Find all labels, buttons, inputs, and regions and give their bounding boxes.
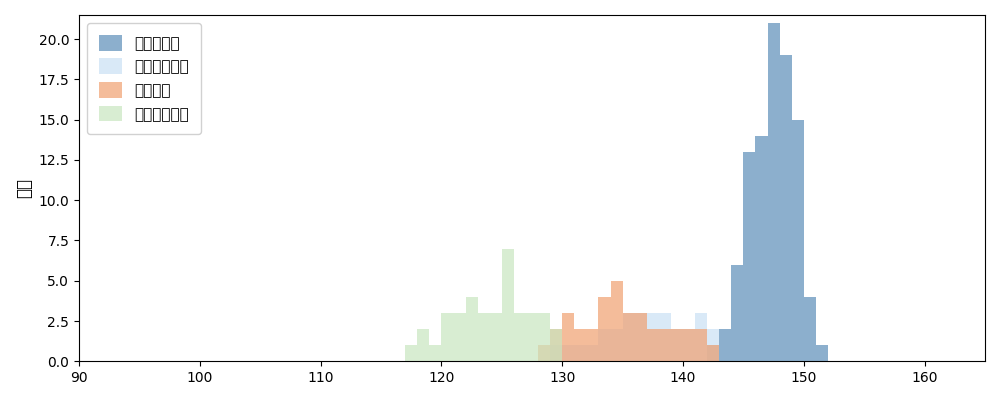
- Bar: [611, 281, 623, 361]
- Bar: [562, 345, 574, 361]
- Bar: [671, 329, 683, 361]
- Bar: [780, 55, 792, 361]
- Bar: [635, 313, 647, 361]
- Bar: [586, 345, 598, 361]
- Bar: [514, 313, 526, 361]
- Bar: [441, 313, 453, 361]
- Bar: [598, 297, 611, 361]
- Bar: [647, 313, 659, 361]
- Bar: [695, 313, 707, 361]
- Bar: [611, 329, 623, 361]
- Bar: [623, 313, 635, 361]
- Bar: [417, 329, 429, 361]
- Bar: [731, 265, 743, 361]
- Bar: [586, 329, 598, 361]
- Bar: [598, 329, 611, 361]
- Bar: [466, 297, 478, 361]
- Bar: [538, 313, 550, 361]
- Legend: ストレート, カットボール, フォーク, パワーカーブ: ストレート, カットボール, フォーク, パワーカーブ: [87, 23, 201, 134]
- Bar: [623, 313, 635, 361]
- Bar: [707, 345, 719, 361]
- Bar: [755, 136, 768, 361]
- Bar: [574, 345, 586, 361]
- Bar: [804, 297, 816, 361]
- Bar: [453, 313, 466, 361]
- Bar: [550, 329, 562, 361]
- Bar: [743, 152, 755, 361]
- Bar: [550, 329, 562, 361]
- Bar: [538, 345, 550, 361]
- Bar: [647, 329, 659, 361]
- Bar: [659, 313, 671, 361]
- Bar: [405, 345, 417, 361]
- Bar: [562, 313, 574, 361]
- Bar: [768, 23, 780, 361]
- Bar: [707, 329, 719, 361]
- Bar: [478, 313, 490, 361]
- Bar: [719, 329, 731, 361]
- Bar: [502, 248, 514, 361]
- Bar: [429, 345, 441, 361]
- Bar: [695, 329, 707, 361]
- Y-axis label: 球数: 球数: [15, 178, 33, 198]
- Bar: [635, 313, 647, 361]
- Bar: [671, 329, 683, 361]
- Bar: [526, 313, 538, 361]
- Bar: [707, 345, 719, 361]
- Bar: [574, 329, 586, 361]
- Bar: [683, 329, 695, 361]
- Bar: [659, 329, 671, 361]
- Bar: [683, 329, 695, 361]
- Bar: [816, 345, 828, 361]
- Bar: [792, 120, 804, 361]
- Bar: [490, 313, 502, 361]
- Bar: [550, 345, 562, 361]
